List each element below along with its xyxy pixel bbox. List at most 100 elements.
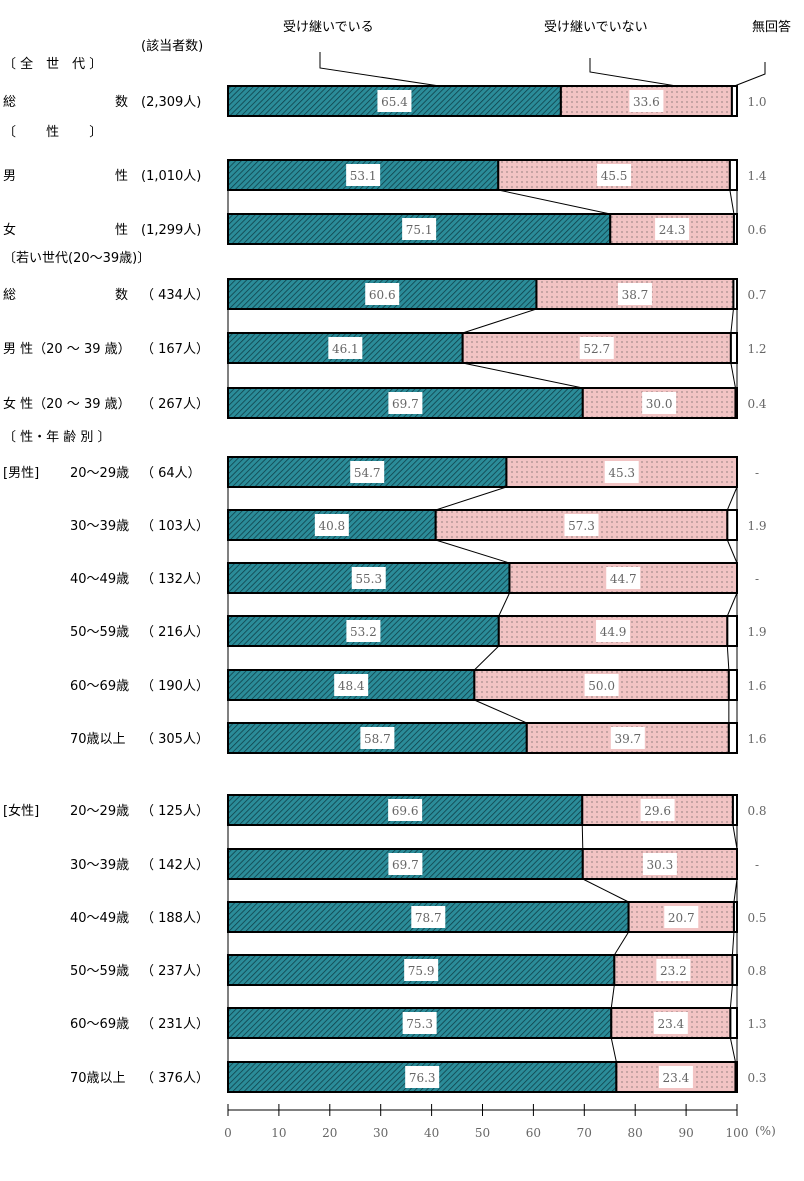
row-count: （ 376人） bbox=[141, 1071, 209, 1086]
data-label-bg bbox=[640, 799, 675, 821]
connector-line bbox=[613, 931, 630, 956]
data-label-inherited: 69.7 bbox=[392, 858, 419, 872]
x-axis-unit: (%) bbox=[755, 1124, 776, 1138]
connector-line bbox=[729, 1037, 736, 1063]
data-label-no-answer: 0.5 bbox=[747, 911, 766, 925]
data-label-bg bbox=[642, 853, 677, 875]
data-label-bg bbox=[377, 90, 412, 112]
row-count: （ 231人） bbox=[141, 1017, 209, 1032]
bar-no-answer bbox=[730, 85, 738, 117]
data-label-bg bbox=[388, 392, 423, 414]
data-label-not-inherited: 23.4 bbox=[657, 1017, 684, 1031]
data-label-inherited: 75.1 bbox=[406, 223, 433, 237]
connector-line bbox=[435, 539, 510, 564]
data-label-bg bbox=[658, 1066, 693, 1088]
leader-line bbox=[589, 58, 677, 87]
bar-no-answer bbox=[727, 669, 739, 701]
data-label-not-inherited: 30.0 bbox=[646, 397, 673, 411]
data-label-not-inherited: 57.3 bbox=[568, 519, 595, 533]
data-label-not-inherited: 24.3 bbox=[659, 223, 686, 237]
row-count: (1,299人) bbox=[141, 223, 201, 238]
data-label-no-answer: 1.6 bbox=[747, 679, 766, 693]
row-label: 総 bbox=[3, 288, 16, 303]
legend-not-inherited: 受け継いでいない bbox=[544, 20, 648, 35]
data-label-bg bbox=[579, 337, 614, 359]
connector-line bbox=[610, 984, 615, 1009]
row-count: (1,010人) bbox=[141, 169, 201, 184]
data-label-bg bbox=[404, 959, 439, 981]
data-label-bg bbox=[334, 674, 369, 696]
section-header: 〔 性・年 齢 別 〕 bbox=[3, 430, 111, 445]
data-label-bg bbox=[655, 218, 690, 240]
data-label-bg bbox=[653, 1012, 688, 1034]
data-label-inherited: 40.8 bbox=[318, 519, 345, 533]
connector-line bbox=[732, 824, 738, 850]
connector-line bbox=[582, 878, 629, 903]
connector-line bbox=[731, 931, 735, 956]
data-label-bg bbox=[596, 620, 631, 642]
bar-no-answer bbox=[732, 278, 739, 310]
data-label-no-answer: 0.6 bbox=[747, 223, 766, 237]
data-label-bg bbox=[346, 164, 381, 186]
row-count: （ 267人） bbox=[141, 397, 209, 412]
x-tick-label: 90 bbox=[678, 1126, 693, 1140]
data-label-bg bbox=[664, 906, 699, 928]
bar-no-answer bbox=[731, 954, 739, 986]
data-label-inherited: 53.1 bbox=[350, 169, 377, 183]
data-label-bg bbox=[388, 853, 423, 875]
row-label-right: 20～29歳 bbox=[70, 466, 129, 481]
data-label-inherited: 78.7 bbox=[415, 911, 442, 925]
data-label-no-answer: 1.3 bbox=[747, 1017, 766, 1031]
data-label-inherited: 65.4 bbox=[381, 95, 408, 109]
row-count: （ 167人） bbox=[141, 342, 209, 357]
bar-no-answer bbox=[732, 901, 738, 933]
data-label-no-answer: 1.0 bbox=[747, 95, 766, 109]
data-label-bg bbox=[610, 727, 645, 749]
data-label-bg bbox=[617, 283, 652, 305]
data-label-bg bbox=[597, 164, 632, 186]
data-label-no-answer: 1.6 bbox=[747, 732, 766, 746]
data-label-not-inherited: 44.9 bbox=[600, 625, 627, 639]
data-label-no-answer: 0.7 bbox=[747, 288, 766, 302]
data-label-bg bbox=[314, 514, 349, 536]
legend-no-answer: 無回答 bbox=[752, 19, 791, 35]
x-tick-label: 60 bbox=[526, 1126, 541, 1140]
row-count: （ 305人） bbox=[141, 732, 209, 747]
row-label-right: 数 bbox=[115, 95, 128, 110]
data-label-not-inherited: 20.7 bbox=[668, 911, 695, 925]
bar-no-answer bbox=[726, 615, 738, 647]
connector-line bbox=[729, 189, 735, 215]
data-label-inherited: 54.7 bbox=[354, 466, 381, 480]
data-label-inherited: 75.3 bbox=[406, 1017, 433, 1031]
data-label-inherited: 53.2 bbox=[350, 625, 377, 639]
data-label-bg bbox=[402, 1012, 437, 1034]
data-label-bg bbox=[328, 337, 363, 359]
x-tick-label: 100 bbox=[726, 1126, 749, 1140]
row-count: （ 237人） bbox=[141, 964, 209, 979]
section-header: 〔 性 〕 bbox=[3, 125, 102, 140]
data-label-inherited: 69.7 bbox=[392, 397, 419, 411]
data-label-no-answer: 1.4 bbox=[747, 169, 766, 183]
x-tick-label: 50 bbox=[475, 1126, 490, 1140]
data-label-no-answer: 1.9 bbox=[747, 519, 766, 533]
data-label-not-inherited: 33.6 bbox=[633, 95, 660, 109]
row-count: （ 132人） bbox=[141, 572, 209, 587]
row-label-right: 20～29歳 bbox=[70, 804, 129, 819]
row-label-right: 40～49歳 bbox=[70, 911, 129, 926]
row-label-right: 性 bbox=[115, 223, 128, 238]
group-label: [女性] bbox=[3, 803, 39, 819]
data-label-bg bbox=[346, 620, 381, 642]
data-label-not-inherited: 44.7 bbox=[610, 572, 637, 586]
section-header: 〔 全 世 代 〕 bbox=[3, 56, 102, 72]
data-label-bg bbox=[411, 906, 446, 928]
data-label-not-inherited: 23.2 bbox=[660, 964, 687, 978]
section-header: 〔若い世代(20～39歳)〕 bbox=[3, 250, 150, 266]
connector-line bbox=[726, 645, 730, 671]
row-count: （ 64人） bbox=[141, 466, 201, 481]
row-label: 男 性（20 ～ 39 歳） bbox=[3, 342, 131, 357]
row-label-right: 30～39歳 bbox=[70, 519, 129, 534]
data-label-bg bbox=[642, 392, 677, 414]
data-label-inherited: 60.6 bbox=[369, 288, 396, 302]
data-label-no-answer: 1.2 bbox=[747, 342, 766, 356]
data-label-inherited: 76.3 bbox=[409, 1071, 436, 1085]
